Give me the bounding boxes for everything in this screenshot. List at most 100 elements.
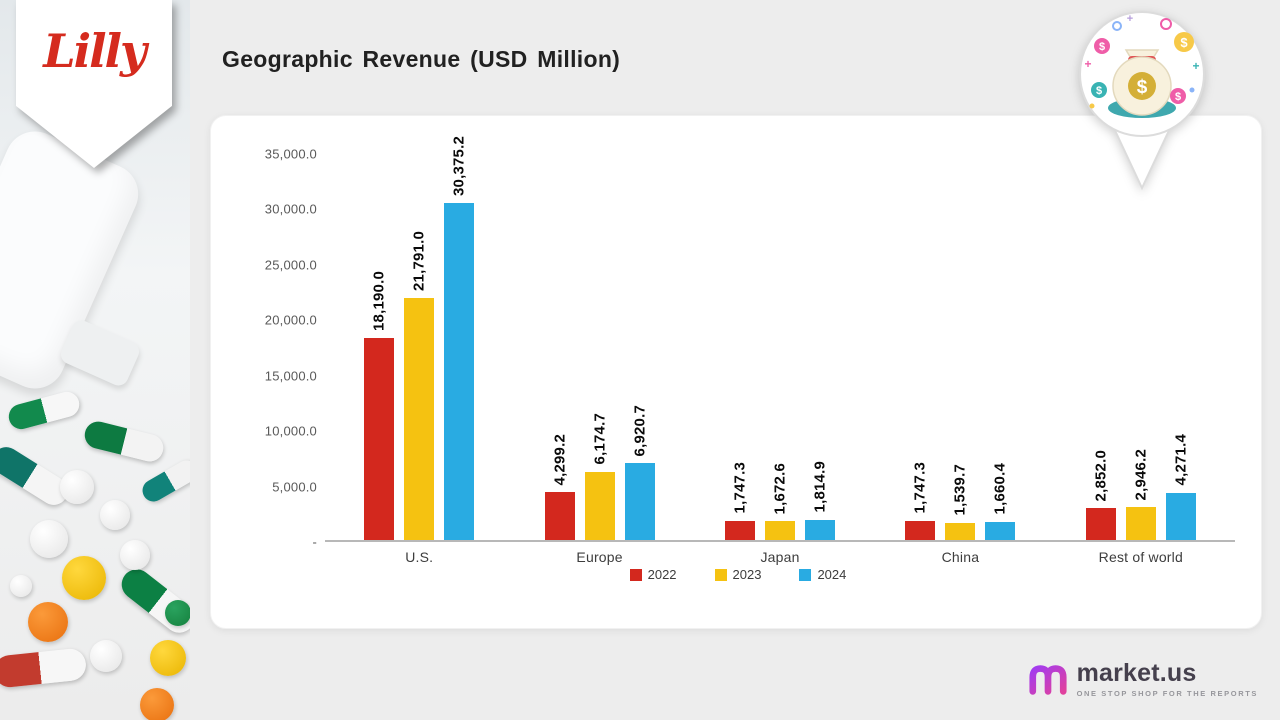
svg-text:+: + <box>1127 13 1133 25</box>
bar-value-label: 4,271.4 <box>1172 434 1190 486</box>
bar-value-label: 2,852.0 <box>1092 449 1110 502</box>
legend-swatch <box>629 568 642 581</box>
chart: 35,000.0 30,000.0 25,000.0 20,000.0 15,000.0… <box>241 136 1235 550</box>
bar-value-label: 1,539.7 <box>951 464 969 516</box>
y-tick-label: 15,000.0 <box>264 368 317 384</box>
pill <box>62 556 106 600</box>
bar-2023: 1,539.7 <box>945 464 976 540</box>
y-axis: 35,000.0 30,000.0 25,000.0 20,000.0 15,000.0… <box>241 147 325 550</box>
bar-value-label: 1,672.6 <box>771 463 789 515</box>
y-tick-label: 10,000.0 <box>264 423 317 439</box>
legend-item-2023: 2023 <box>714 567 762 582</box>
plot-area: 18,190.0 21,791.0 30,375.2 4,299.2 6,174.7 6,… <box>325 136 1235 542</box>
bar-value-label: 1,814.9 <box>811 461 829 513</box>
marketus-tagline: ONE STOP SHOP FOR THE REPORTS <box>1076 689 1258 698</box>
legend-label: 2022 <box>647 567 677 582</box>
capsule <box>5 389 83 432</box>
y-tick-label: - <box>312 534 317 550</box>
pills-photo-panel: Lilly <box>0 0 190 720</box>
bar-group: 18,190.0 21,791.0 30,375.2 <box>329 136 509 540</box>
bar-2024: 6,920.7 <box>624 405 655 540</box>
legend: 2022 2023 2024 <box>241 567 1235 582</box>
pill-bottle-cap <box>57 317 143 389</box>
y-tick-label: 35,000.0 <box>264 146 317 162</box>
y-tick-label: 5,000.0 <box>272 479 317 495</box>
svg-text:$: $ <box>1180 35 1188 50</box>
pill <box>150 640 186 676</box>
bar-value-label: 4,299.2 <box>551 433 569 486</box>
bar-2023: 1,672.6 <box>765 463 796 540</box>
bar-value-label: 18,190.0 <box>370 271 388 332</box>
marketus-wordmark: market.us ONE STOP SHOP FOR THE REPORTS <box>1076 659 1258 699</box>
pill <box>100 500 130 530</box>
page-title: Geographic Revenue (USD Million) <box>222 46 621 72</box>
capsule <box>138 456 190 506</box>
bar-value-label: 1,660.4 <box>991 463 1009 515</box>
money-bag-badge-icon: $ $ $ $ $ + + + <box>1079 11 1205 191</box>
legend-label: 2024 <box>817 567 847 582</box>
bar-value-label: 30,375.2 <box>450 136 468 197</box>
pill <box>140 688 174 720</box>
pill <box>28 602 68 642</box>
x-axis-label: Japan <box>760 549 800 565</box>
marketus-suffix: .us <box>1159 659 1197 687</box>
bar-2022: 1,747.3 <box>725 462 756 540</box>
x-axis: U.S. Europe Japan China Rest of world <box>325 549 1235 565</box>
bar-value-label: 21,791.0 <box>410 231 428 292</box>
bar-2024: 4,271.4 <box>1165 434 1196 540</box>
bar-group: 4,299.2 6,174.7 6,920.7 <box>509 405 689 540</box>
bar-group: 2,852.0 2,946.2 4,271.4 <box>1051 434 1231 540</box>
svg-text:$: $ <box>1137 77 1148 98</box>
marketus-icon <box>1028 664 1067 695</box>
marketus-logo: market.us ONE STOP SHOP FOR THE REPORTS <box>1028 661 1258 698</box>
x-axis-label: U.S. <box>405 549 434 565</box>
x-axis-label: Europe <box>576 549 623 565</box>
bar-value-label: 6,174.7 <box>591 413 609 465</box>
x-axis-label: Rest of world <box>1098 549 1183 565</box>
legend-swatch <box>799 568 812 581</box>
bar-2022: 18,190.0 <box>364 271 395 540</box>
bar-2022: 1,747.3 <box>905 462 936 540</box>
pill <box>165 600 190 626</box>
bar-2024: 1,814.9 <box>805 461 836 540</box>
svg-text:$: $ <box>1096 85 1102 97</box>
marketus-name: market <box>1076 659 1160 687</box>
bar-2023: 6,174.7 <box>584 413 615 540</box>
y-tick-label: 25,000.0 <box>264 257 317 273</box>
legend-item-2024: 2024 <box>799 567 846 582</box>
bar-value-label: 1,747.3 <box>911 462 929 514</box>
lilly-logo: Lilly <box>43 24 146 78</box>
svg-text:$: $ <box>1099 41 1105 53</box>
bar-2022: 2,852.0 <box>1085 450 1116 540</box>
bar-value-label: 2,946.2 <box>1132 448 1150 501</box>
bar-2022: 4,299.2 <box>544 434 575 540</box>
brand-ribbon: Lilly <box>16 0 172 168</box>
legend-swatch <box>714 568 727 581</box>
bar-2024: 30,375.2 <box>444 136 475 540</box>
bar-2024: 1,660.4 <box>985 463 1016 540</box>
pill <box>10 575 32 597</box>
bar-group: 1,747.3 1,672.6 1,814.9 <box>690 461 870 540</box>
legend-label: 2023 <box>732 567 762 582</box>
bar-group: 1,747.3 1,539.7 1,660.4 <box>870 462 1050 540</box>
svg-text:+: + <box>1192 59 1199 73</box>
bar-value-label: 1,747.3 <box>731 462 749 514</box>
svg-text:$: $ <box>1175 91 1181 103</box>
legend-item-2022: 2022 <box>629 567 677 582</box>
chart-card: 35,000.0 30,000.0 25,000.0 20,000.0 15,000.0… <box>210 115 1262 629</box>
capsule <box>0 647 88 689</box>
pill <box>90 640 122 672</box>
pill <box>60 470 94 504</box>
svg-text:+: + <box>1084 57 1091 71</box>
pill <box>30 520 68 558</box>
bar-value-label: 6,920.7 <box>631 404 649 457</box>
pill <box>120 540 150 570</box>
y-tick-label: 30,000.0 <box>264 201 317 217</box>
bar-2023: 2,946.2 <box>1125 449 1156 540</box>
x-axis-label: China <box>941 549 980 565</box>
bar-2023: 21,791.0 <box>404 231 435 540</box>
capsule <box>0 441 74 511</box>
capsule <box>81 418 167 465</box>
y-tick-label: 20,000.0 <box>264 312 317 328</box>
